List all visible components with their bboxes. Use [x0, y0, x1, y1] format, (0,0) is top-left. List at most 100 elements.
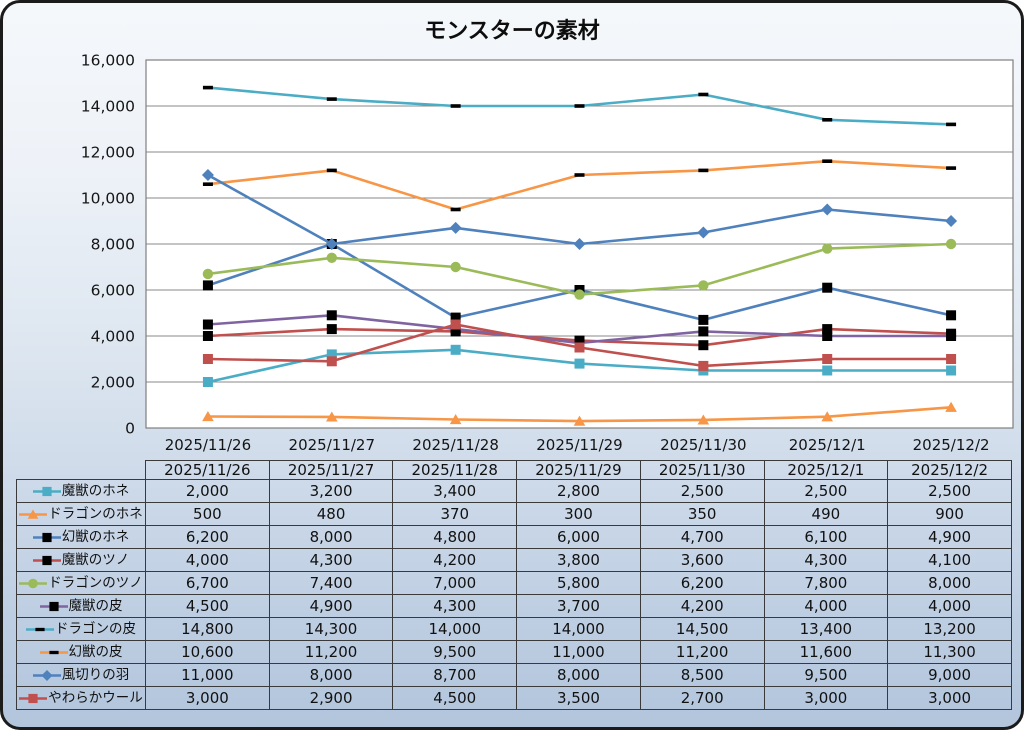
table-row: ドラゴンのツノ 6,700 7,400 7,000 5,800 6,200 7,800 8,0…: [16, 571, 1012, 595]
series-marker: [946, 166, 957, 170]
series-marker: [945, 215, 958, 227]
diamond-legend-key-icon: [32, 669, 61, 681]
legend-label: ドラゴンのホネ: [48, 506, 143, 522]
plot-border: [145, 59, 1014, 429]
table-row: 魔獣のホネ 2,000 3,200 3,400 2,800 2,500 2,500 2,500: [16, 479, 1012, 503]
series-7: [202, 159, 957, 212]
y-axis-label: 12,000: [81, 144, 135, 162]
series-marker: [698, 326, 709, 337]
circle-legend-key-icon: [19, 578, 48, 588]
series-marker: [822, 365, 833, 376]
table-value-cell: 3,600: [639, 548, 765, 572]
series-marker: [574, 342, 585, 353]
series-marker: [945, 238, 957, 250]
series-marker: [450, 312, 461, 323]
y-axis-label: 6,000: [91, 282, 135, 300]
series-marker: [821, 203, 834, 216]
series-marker: [201, 169, 214, 181]
table-value-cell: 11,600: [763, 640, 889, 664]
table-value-cell: 2,800: [516, 479, 641, 503]
legend-label: 魔獣のホネ: [61, 483, 130, 499]
table-value-cell: 3,700: [516, 594, 641, 618]
table-value-cell: 3,800: [516, 548, 641, 572]
legend-label: やわらかウール: [48, 690, 143, 706]
table-value-cell: 2,500: [887, 479, 1012, 503]
table-value-cell: 350: [639, 502, 765, 526]
series-marker: [573, 415, 586, 426]
legend-marker: [42, 555, 52, 565]
table-value-cell: 8,000: [516, 663, 641, 687]
table-value-cell: 4,200: [639, 594, 765, 618]
table-value-cell: 3,000: [145, 686, 270, 710]
table-value-cell: 14,000: [516, 617, 641, 641]
table-value-cell: 8,000: [887, 571, 1012, 595]
table-value-cell: 11,200: [268, 640, 394, 664]
series-marker: [202, 354, 213, 364]
series-marker: [202, 268, 214, 280]
legend-cell: ドラゴンの皮: [16, 617, 146, 641]
table-value-cell: 2,700: [639, 686, 765, 710]
dash-legend-key-icon: [26, 627, 54, 631]
series-marker: [698, 168, 709, 173]
table-header-date: 2025/11/28: [392, 460, 518, 480]
series-marker: [450, 344, 461, 355]
table-value-cell: 14,300: [268, 617, 394, 641]
table-value-cell: 6,700: [145, 571, 270, 595]
series-marker: [574, 104, 585, 108]
table-row: ドラゴンのホネ 500 480 370 300 350 490 900: [16, 502, 1012, 526]
series-marker: [698, 280, 709, 291]
series-marker: [202, 85, 213, 90]
series-marker: [946, 331, 957, 341]
series-marker: [202, 182, 213, 186]
series-marker: [202, 331, 213, 341]
legend-marker: [48, 601, 59, 611]
table-value-cell: 4,100: [887, 548, 1012, 572]
dash-legend-key-icon: [39, 650, 68, 654]
chart-title: モンスターの素材: [424, 19, 600, 44]
table-value-cell: 5,800: [516, 571, 641, 595]
table-value-cell: 7,800: [763, 571, 889, 595]
y-axis-label: 16,000: [81, 52, 135, 70]
x-axis-label: 2025/11/27: [288, 436, 376, 454]
x-axis-label: 2025/11/28: [412, 436, 499, 454]
table-row: 幻獣の皮 10,600 11,200 9,500 11,000 11,200 11,600 1…: [16, 640, 1012, 664]
table-value-cell: 4,900: [268, 594, 394, 618]
table-value-cell: 4,000: [763, 594, 889, 618]
table-header-date: 2025/11/29: [516, 460, 641, 480]
y-axis-label: 14,000: [81, 98, 135, 116]
series-marker: [822, 243, 833, 254]
table-value-cell: 3,400: [392, 479, 518, 503]
table-value-cell: 4,200: [392, 548, 518, 572]
legend-cell: 幻獣の皮: [16, 640, 146, 664]
table-value-cell: 9,500: [763, 663, 889, 687]
series-marker: [202, 411, 214, 422]
data-table: 2025/11/26 2025/11/27 2025/11/28 2025/11/29…: [16, 460, 1012, 710]
table-value-cell: 8,000: [268, 525, 394, 549]
legend-label: 幻獣のホネ: [61, 529, 130, 545]
series-marker: [574, 358, 585, 369]
series-marker: [822, 159, 833, 163]
table-value-cell: 500: [145, 502, 270, 526]
series-marker: [698, 92, 709, 97]
legend-label: 風切りの羽: [61, 667, 130, 683]
table-value-cell: 11,000: [145, 663, 270, 687]
series-marker: [450, 261, 461, 273]
table-value-cell: 13,400: [763, 617, 889, 641]
table-value-cell: 3,500: [516, 686, 641, 710]
legend-cell: 魔獣のホネ: [16, 479, 146, 503]
series-marker: [574, 173, 585, 177]
table-value-cell: 11,000: [516, 640, 641, 664]
table-value-cell: 370: [392, 502, 518, 526]
legend-label: 魔獣の皮: [68, 598, 123, 614]
table-value-cell: 13,200: [887, 617, 1012, 641]
table-value-cell: 4,000: [887, 594, 1012, 618]
series-marker: [945, 401, 957, 412]
table-value-cell: 6,200: [145, 525, 270, 549]
square-legend-key-icon: [32, 486, 61, 496]
series-marker: [822, 331, 833, 341]
table-row: やわらかウール 3,000 2,900 4,500 3,500 2,700 3,000 3,0…: [16, 686, 1012, 710]
series-marker: [946, 122, 957, 127]
legend-cell: 幻獣のホネ: [16, 525, 146, 549]
legend-cell: ドラゴンのホネ: [16, 502, 146, 526]
